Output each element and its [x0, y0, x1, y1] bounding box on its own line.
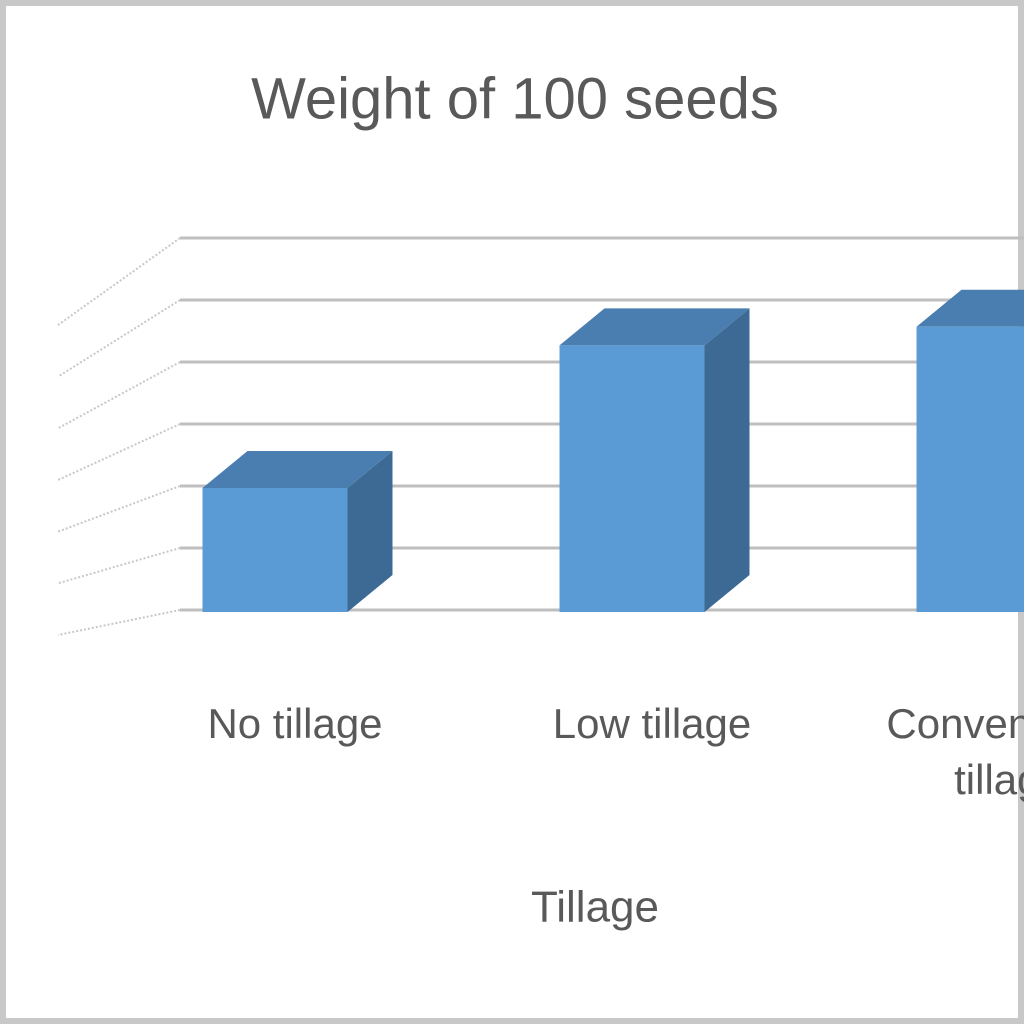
chart-title: Weight of 100 seeds: [251, 66, 779, 131]
depth-grid-line: [57, 237, 181, 326]
bar-side: [347, 451, 393, 612]
bar-top: [916, 289, 1024, 327]
bar: [202, 488, 348, 612]
depth-grid-line: [57, 299, 181, 378]
x-axis-title: Tillage: [531, 883, 659, 932]
bar-side: [704, 308, 750, 612]
plot-area: [57, 236, 1024, 636]
bar: [559, 345, 705, 612]
x-tick-label: Low tillage: [553, 700, 751, 747]
bar: [916, 326, 1024, 612]
x-tick-label: Conventionaltillage: [886, 700, 1024, 803]
depth-grid-line: [57, 547, 181, 585]
depth-grid-line: [57, 485, 181, 533]
depth-grid-line: [57, 361, 181, 430]
bar-top: [202, 451, 393, 488]
bar-top: [559, 308, 750, 346]
x-tick-label: No tillage: [207, 700, 382, 747]
depth-grid-line: [57, 609, 181, 636]
